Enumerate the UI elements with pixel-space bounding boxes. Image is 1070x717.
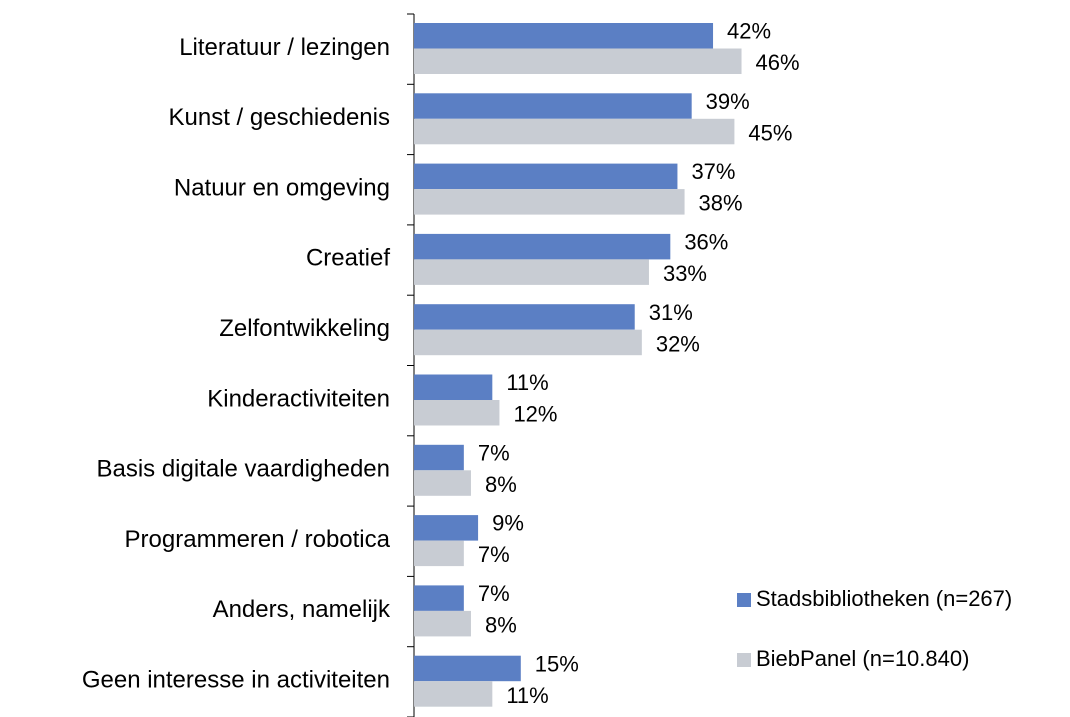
- value-label: 7%: [478, 542, 510, 567]
- value-label: 8%: [485, 472, 517, 497]
- category-label: Programmeren / robotica: [125, 526, 391, 553]
- value-label: 42%: [727, 19, 771, 44]
- bar: [414, 118, 735, 145]
- bar: [414, 444, 464, 471]
- value-label: 45%: [748, 120, 792, 145]
- value-label: 33%: [663, 261, 707, 286]
- category-label: Zelfontwikkeling: [219, 315, 390, 342]
- value-label: 8%: [485, 612, 517, 637]
- bar: [414, 374, 493, 400]
- category-label: Literatuur / lezingen: [179, 34, 390, 61]
- category-label: Basis digitale vaardigheden: [96, 456, 390, 483]
- bar: [414, 304, 635, 330]
- bar: [414, 189, 685, 215]
- value-label: 15%: [535, 651, 579, 676]
- category-label: Kinderactiviteiten: [207, 385, 390, 412]
- value-label: 37%: [691, 159, 735, 184]
- legend-label: BiebPanel (n=10.840): [756, 646, 969, 671]
- category-label: Anders, namelijk: [213, 596, 391, 623]
- legend-label: Stadsbibliotheken (n=267): [756, 586, 1012, 611]
- bar: [414, 48, 742, 74]
- category-label: Natuur en omgeving: [174, 174, 390, 201]
- value-label: 36%: [684, 229, 728, 254]
- value-label: 11%: [506, 683, 548, 708]
- bar: [414, 259, 649, 285]
- bar: [414, 400, 500, 426]
- value-label: 38%: [699, 191, 743, 216]
- value-label: 31%: [649, 300, 693, 325]
- bar: [414, 681, 493, 707]
- bar: [414, 329, 642, 356]
- value-label: 39%: [706, 89, 750, 114]
- bar: [414, 93, 692, 119]
- bar: [414, 585, 464, 611]
- value-label: 46%: [756, 50, 800, 75]
- value-label: 7%: [478, 581, 510, 606]
- legend-swatch: [737, 653, 751, 667]
- bar: [414, 23, 714, 49]
- bar: [414, 540, 464, 567]
- legend-swatch: [737, 593, 751, 607]
- bar: [414, 470, 471, 496]
- value-label: 9%: [492, 511, 524, 536]
- category-label: Geen interesse in activiteiten: [82, 667, 390, 694]
- bar: [414, 515, 479, 541]
- value-label: 32%: [656, 331, 700, 356]
- bar: [414, 655, 521, 682]
- bar: [414, 163, 678, 190]
- value-label: 12%: [513, 402, 557, 427]
- value-label: 11%: [506, 370, 548, 395]
- bar: [414, 610, 471, 637]
- category-label: Kunst / geschiedenis: [169, 104, 390, 131]
- category-label: Creatief: [306, 245, 390, 272]
- value-label: 7%: [478, 440, 510, 465]
- bar: [414, 233, 671, 260]
